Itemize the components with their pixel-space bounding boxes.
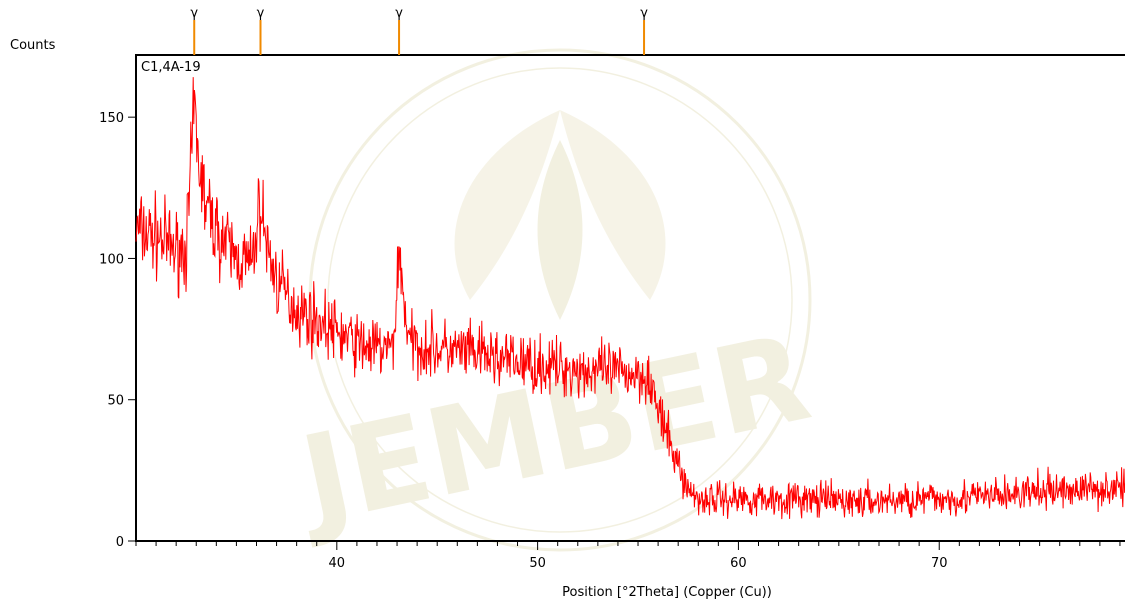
peak-marker-label: γ — [190, 6, 198, 21]
x-axis-label: Position [°2Theta] (Copper (Cu)) — [562, 585, 772, 600]
x-tick-label: 50 — [529, 556, 546, 571]
y-tick-label: 150 — [99, 111, 124, 126]
x-tick-label: 40 — [329, 556, 346, 571]
x-tick-label: 60 — [730, 556, 747, 571]
watermark-leaf-center — [537, 140, 583, 320]
peak-marker-label: γ — [640, 6, 648, 21]
watermark-seal: JEMBER — [284, 48, 821, 553]
watermark-ring-inner — [327, 67, 793, 533]
plot-frame — [135, 54, 1125, 542]
diffraction-trace — [135, 77, 1125, 520]
y-axis-label: Counts — [10, 38, 56, 53]
sample-label: C1,4A-19 — [141, 60, 201, 75]
peak-marker-label: γ — [395, 6, 403, 21]
watermark-leaf-right — [560, 110, 666, 300]
peak-marker-label: γ — [257, 6, 265, 21]
watermark-ring-outer — [308, 48, 812, 552]
x-tick-label: 70 — [931, 556, 948, 571]
y-tick-label: 50 — [107, 394, 124, 409]
y-tick-label: 100 — [99, 252, 124, 267]
watermark-leaf-left — [454, 110, 560, 300]
y-tick-label: 0 — [116, 535, 124, 550]
